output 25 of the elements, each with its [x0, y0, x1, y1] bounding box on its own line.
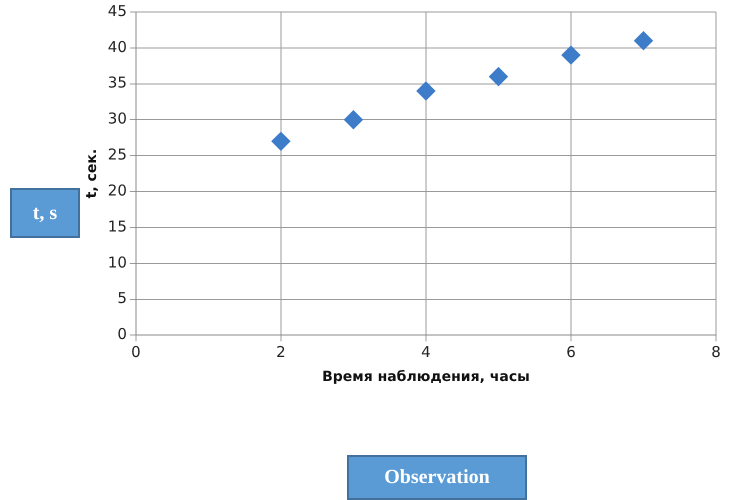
y-tick-label: 10 — [108, 253, 127, 272]
point — [634, 31, 653, 50]
text: Observation — [347, 455, 527, 500]
x-tick-label: 8 — [711, 343, 721, 362]
x-tick-label: 2 — [276, 343, 286, 362]
y-tick-label: 35 — [108, 74, 127, 92]
y-tick-label: 15 — [108, 217, 127, 236]
y-axis-title: t, сек. — [84, 148, 100, 198]
y-tick-label: 25 — [108, 146, 127, 164]
x-axis-title: Время наблюдения, часы — [322, 369, 530, 386]
y-tick-label: 40 — [108, 38, 127, 56]
point — [271, 132, 290, 151]
x-tick-label: 6 — [566, 343, 576, 362]
y-tick-label: 5 — [117, 289, 127, 308]
x-tick-label: 0 — [131, 343, 141, 362]
point — [344, 110, 363, 130]
y-tick-label: 20 — [108, 181, 127, 200]
point — [561, 46, 580, 65]
y-tick-label: 30 — [108, 110, 127, 128]
point — [488, 67, 508, 86]
y-tick-label: 45 — [108, 2, 127, 20]
y-tick-label: 0 — [117, 325, 127, 344]
x-tick-label: 4 — [421, 343, 431, 362]
text: t, s — [10, 188, 80, 238]
point — [416, 82, 436, 101]
